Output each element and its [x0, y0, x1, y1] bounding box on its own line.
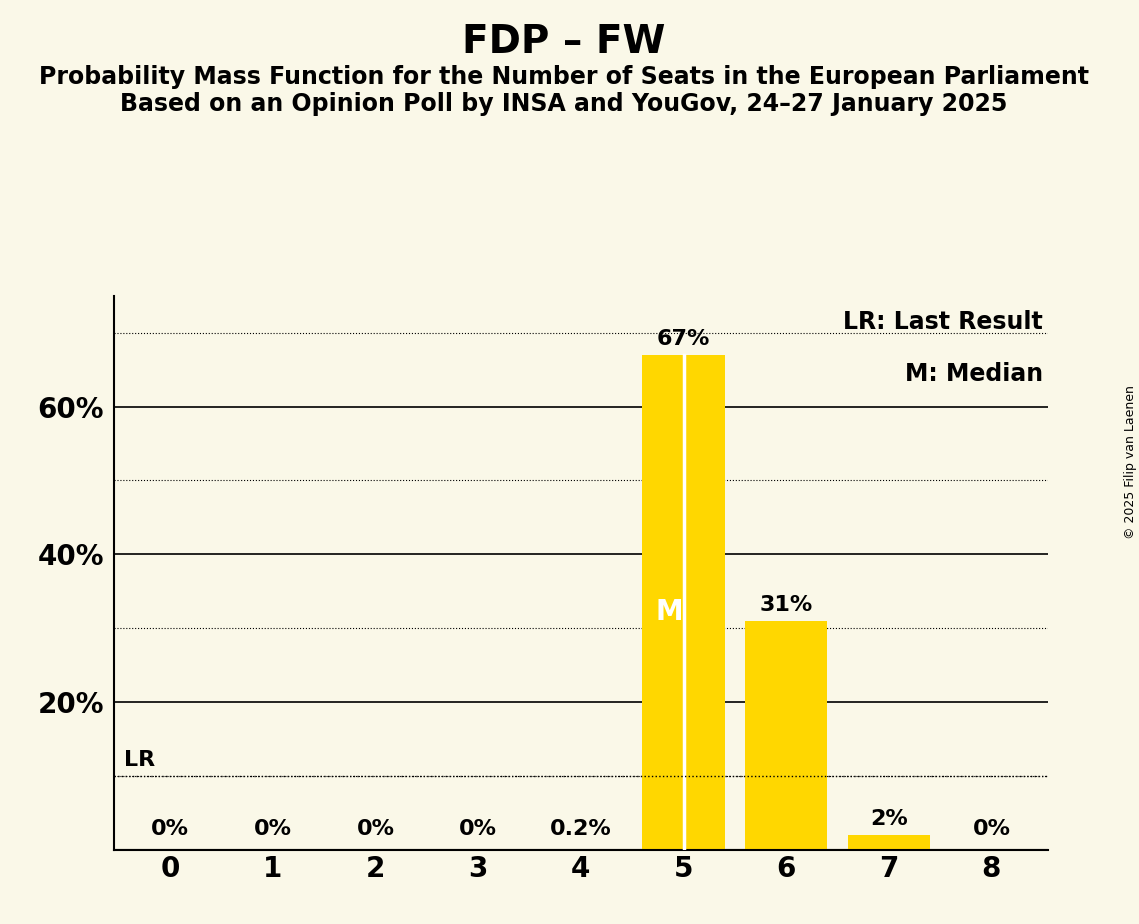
Text: 0%: 0% — [357, 819, 394, 839]
Text: 0%: 0% — [151, 819, 189, 839]
Text: M: M — [655, 599, 683, 626]
Text: 67%: 67% — [657, 329, 711, 349]
Text: 0%: 0% — [254, 819, 292, 839]
Text: Probability Mass Function for the Number of Seats in the European Parliament: Probability Mass Function for the Number… — [39, 65, 1089, 89]
Bar — [847, 835, 929, 850]
Text: 0%: 0% — [973, 819, 1010, 839]
Text: LR: Last Result: LR: Last Result — [843, 310, 1042, 334]
Text: © 2025 Filip van Laenen: © 2025 Filip van Laenen — [1124, 385, 1137, 539]
Text: 0.2%: 0.2% — [550, 819, 612, 839]
Text: 2%: 2% — [870, 809, 908, 830]
Text: FDP – FW: FDP – FW — [462, 23, 665, 61]
Text: 31%: 31% — [760, 595, 813, 615]
Bar — [540, 848, 622, 850]
Text: M: Median: M: Median — [904, 362, 1042, 386]
Text: LR: LR — [124, 750, 155, 771]
Bar — [745, 621, 827, 850]
Text: 0%: 0% — [459, 819, 498, 839]
Text: Based on an Opinion Poll by INSA and YouGov, 24–27 January 2025: Based on an Opinion Poll by INSA and You… — [120, 92, 1008, 116]
Bar — [642, 355, 724, 850]
